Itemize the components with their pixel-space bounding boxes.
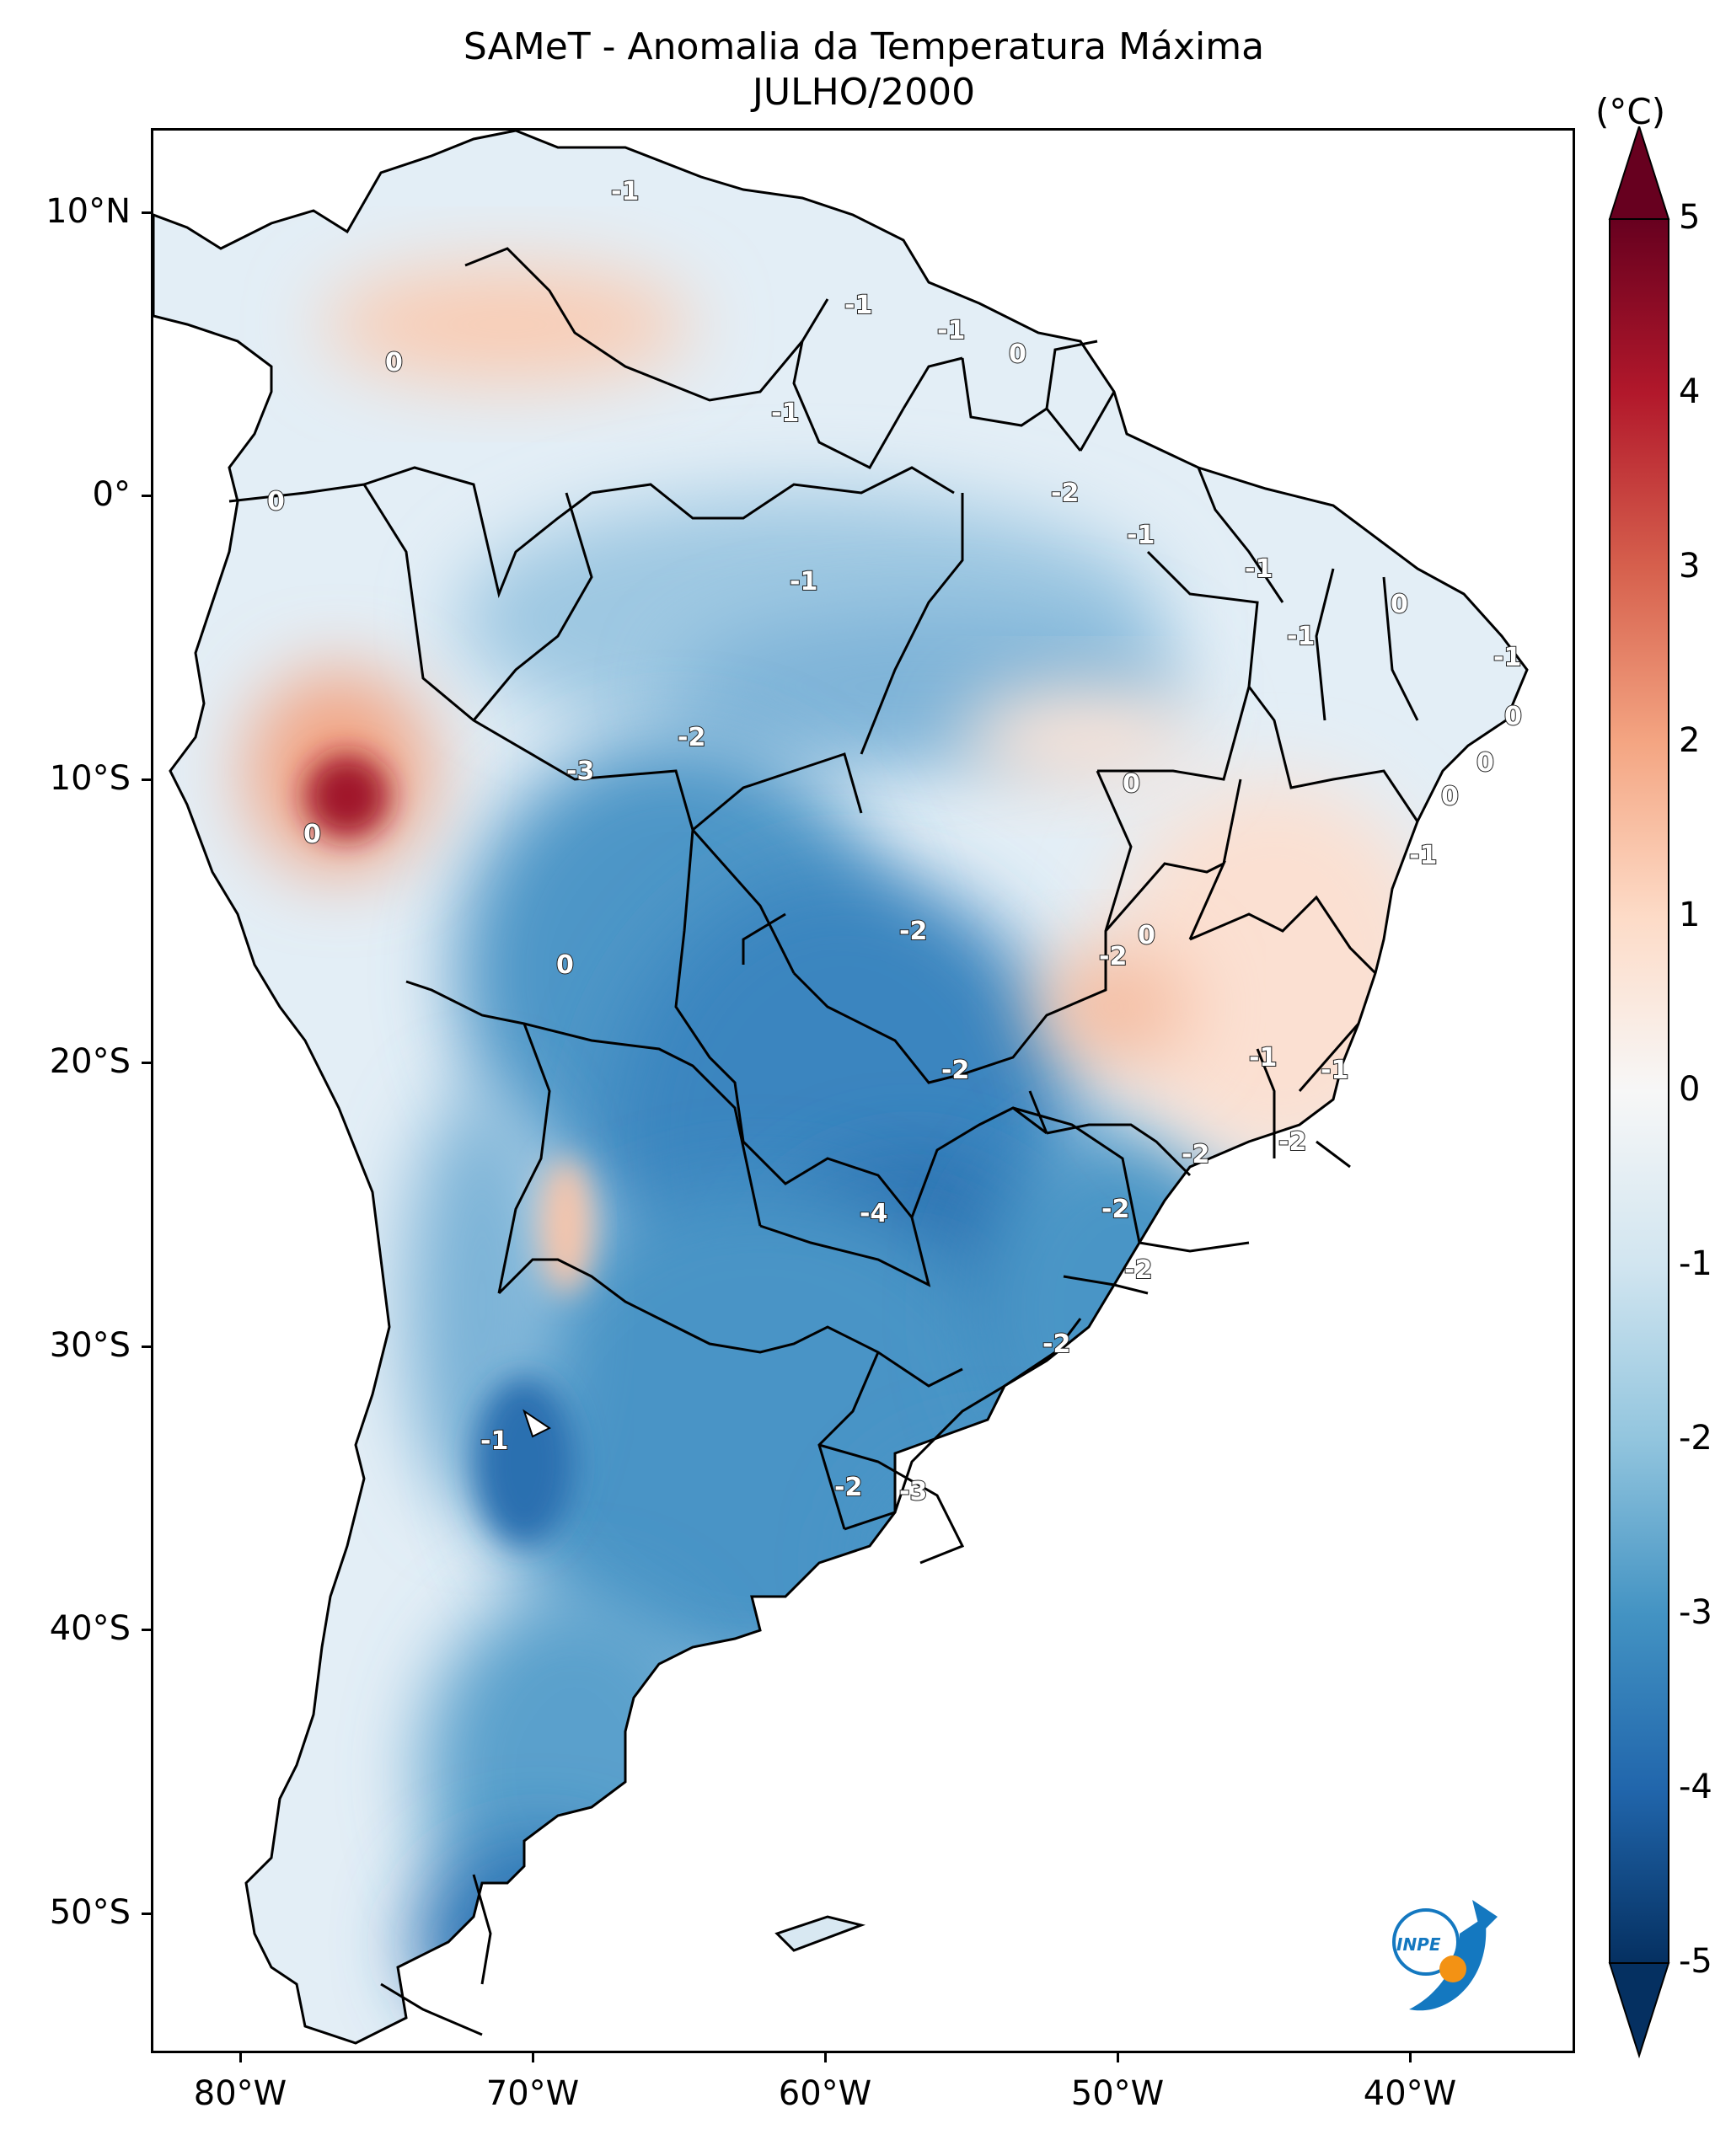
contour-label: -1 [1409, 841, 1437, 870]
map-title: SAMeT - Anomalia da Temperatura Máxima [463, 25, 1265, 68]
lat-tick-0: 0° [92, 475, 131, 514]
contour-label: -1 [1127, 521, 1155, 550]
lat-tickmark [142, 211, 151, 214]
contour-label: -1 [937, 316, 965, 345]
contour-label: 0 [1009, 340, 1026, 369]
contour-label: -2 [834, 1473, 862, 1502]
contour-label: 0 [303, 820, 321, 849]
contour-label: 0 [556, 950, 574, 980]
contour-label: 0 [1123, 769, 1140, 799]
inpe-logo-text: INPE [1396, 1934, 1441, 1955]
colorbar-tick-3: 3 [1679, 547, 1701, 586]
contour-label: -2 [1182, 1140, 1209, 1169]
contour-label: -1 [1249, 1043, 1277, 1073]
contour-label: 0 [1504, 702, 1522, 731]
contour-label: -1 [611, 177, 639, 206]
colorbar-tick-neg4: -4 [1679, 1768, 1712, 1806]
lon-tick-40w: 40°W [1363, 2074, 1457, 2113]
lat-tickmark [142, 495, 151, 497]
lat-tick-10s: 10°S [49, 759, 131, 798]
contour-label: -1 [771, 399, 799, 428]
colorbar-tick-5: 5 [1679, 198, 1701, 237]
colorbar-gradient [1609, 218, 1669, 1964]
contour-label: 0 [1138, 921, 1155, 950]
colorbar-tick-neg1: -1 [1679, 1244, 1712, 1283]
lon-tick-70w: 70°W [485, 2074, 580, 2113]
contour-label: -2 [1051, 479, 1079, 508]
lat-tick-50s: 50°S [49, 1893, 131, 1932]
lon-tick-50w: 50°W [1070, 2074, 1165, 2113]
colorbar-tick-neg5: -5 [1679, 1942, 1712, 1981]
inpe-logo: INPE [1392, 1900, 1498, 2011]
lon-tickmark [824, 2053, 827, 2062]
contour-label: 0 [1476, 748, 1494, 778]
contour-label: -1 [1287, 622, 1315, 651]
lat-tick-20s: 20°S [49, 1042, 131, 1081]
contour-label: 0 [1441, 782, 1459, 811]
colorbar-tick-neg2: -2 [1679, 1419, 1712, 1458]
falklands-island [774, 1915, 866, 1952]
contour-label: -2 [899, 917, 927, 946]
map-subtitle: JULHO/2000 [752, 71, 976, 114]
contour-label: -1 [1321, 1056, 1348, 1085]
map-svg: -1 -1 -1 0 0 -1 0 -2 -1 -1 0 -1 -1 -1 0 … [153, 131, 1529, 2045]
contour-label: 0 [1391, 590, 1408, 619]
lat-tickmark [142, 1062, 151, 1064]
lon-tick-60w: 60°W [778, 2074, 872, 2113]
contour-label: -1 [480, 1426, 508, 1456]
contour-label: -2 [941, 1056, 969, 1085]
contour-label: -2 [1099, 942, 1127, 971]
lat-tick-30s: 30°S [49, 1326, 131, 1365]
contour-label: -1 [844, 291, 872, 320]
contour-label: -2 [1101, 1195, 1129, 1224]
lat-tickmark [142, 778, 151, 781]
lon-tickmark [239, 2053, 242, 2062]
country-borders [153, 131, 1529, 2045]
colorbar-tick-2: 2 [1679, 721, 1701, 760]
lat-tickmark [142, 1629, 151, 1631]
lat-tick-40s: 40°S [49, 1609, 131, 1648]
colorbar-min-arrow [1608, 1962, 1670, 2059]
contour-label: -2 [1278, 1127, 1306, 1157]
colorbar [1608, 126, 1670, 2059]
lat-tickmark [142, 1345, 151, 1348]
contour-label: -4 [860, 1199, 887, 1228]
map-panel: -1 -1 -1 0 0 -1 0 -2 -1 -1 0 -1 -1 -1 0 … [151, 128, 1575, 2053]
contour-label: -3 [899, 1477, 927, 1506]
lat-tick-10n: 10°N [46, 192, 131, 231]
colorbar-tick-0: 0 [1679, 1070, 1701, 1109]
contour-label: -2 [1124, 1255, 1152, 1285]
contour-label: -2 [678, 723, 705, 752]
lat-tickmark [142, 1913, 151, 1915]
contour-label: -1 [790, 567, 817, 597]
lake-titicaca [523, 1409, 551, 1438]
colorbar-tick-neg3: -3 [1679, 1593, 1712, 1632]
lon-tickmark [1409, 2053, 1412, 2062]
contour-label: -1 [1245, 554, 1273, 584]
lon-tick-80w: 80°W [193, 2074, 287, 2113]
contour-label: 0 [385, 348, 403, 377]
colorbar-unit: (°C) [1595, 91, 1666, 132]
colorbar-tick-1: 1 [1679, 896, 1701, 934]
contour-label: -2 [1042, 1329, 1070, 1359]
contour-label: -3 [566, 757, 594, 786]
contour-labels: -1 -1 -1 0 0 -1 0 -2 -1 -1 0 -1 -1 -1 0 … [266, 176, 1523, 1507]
contour-label: 0 [267, 487, 285, 516]
colorbar-tick-4: 4 [1679, 372, 1701, 411]
colorbar-max-arrow [1608, 126, 1670, 220]
lon-tickmark [532, 2053, 534, 2062]
lon-tickmark [1117, 2053, 1119, 2062]
contour-label: -1 [1493, 643, 1521, 672]
